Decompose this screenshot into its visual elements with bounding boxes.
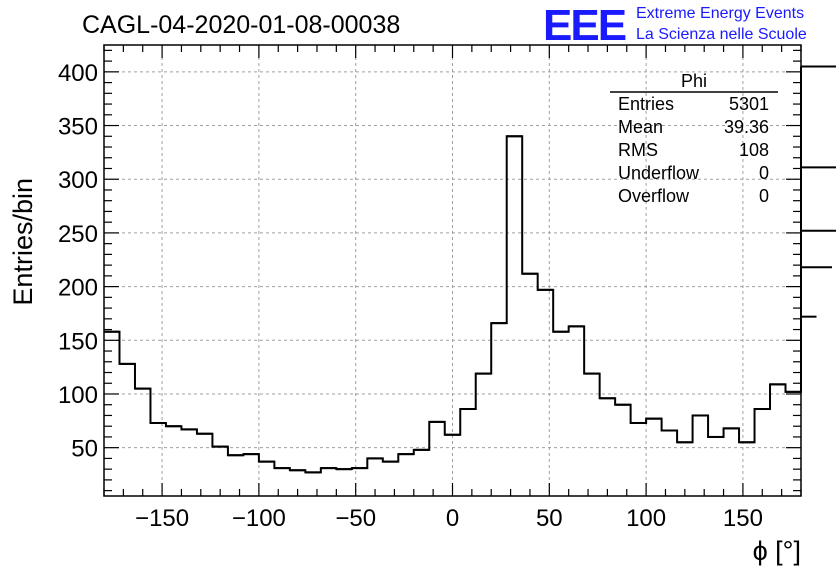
logo-line-2: La Scienza nelle Scuole [636, 26, 807, 43]
eee-logo: EEE Extreme Energy Events La Scienza nel… [543, 1, 807, 50]
stats-row-value: 39.36 [724, 117, 769, 137]
stats-rows: Entries 5301 Mean 39.36 RMS 108 Underflow 0 Over… [618, 94, 769, 206]
stats-row-value: 0 [759, 186, 769, 206]
x-tick-label: −100 [232, 505, 286, 532]
histogram-outline [104, 66, 802, 474]
y-tick-label: 150 [58, 328, 98, 355]
chart-title: CAGL-04-2020-01-08-00038 [82, 11, 400, 39]
x-tick-label: 100 [626, 505, 666, 532]
stats-row-label: RMS [618, 140, 658, 160]
stats-row-label: Entries [618, 94, 674, 114]
stats-title: Phi [681, 71, 707, 91]
x-tick-label: 0 [446, 505, 459, 532]
stats-row-value: 0 [759, 163, 769, 183]
stats-row-label: Underflow [618, 163, 700, 183]
y-tick-label: 100 [58, 382, 98, 409]
x-tick-label: −150 [135, 505, 189, 532]
y-tick-label: 250 [58, 221, 98, 248]
grid [104, 45, 801, 496]
stats-row-value: 5301 [729, 94, 769, 114]
tick-labels: −150 −100 −50 0 50 100 150 50 100 150 200 250 300 350… [58, 60, 763, 532]
axis-ticks [103, 45, 802, 496]
y-tick-label: 300 [58, 167, 98, 194]
x-axis-title: ϕ [°] [753, 536, 801, 566]
stats-row-label: Mean [618, 117, 663, 137]
logo-mark: EEE [543, 1, 626, 50]
y-tick-label: 400 [58, 60, 98, 87]
y-tick-label: 50 [71, 436, 98, 463]
x-tick-label: −50 [335, 505, 376, 532]
histogram-bins [104, 65, 836, 474]
y-tick-label: 350 [58, 114, 98, 141]
x-tick-label: 150 [723, 505, 763, 532]
x-tick-label: 50 [536, 505, 563, 532]
logo-line-1: Extreme Energy Events [636, 5, 804, 22]
y-tick-label: 200 [58, 275, 98, 302]
stats-box: Phi Entries 5301 Mean 39.36 RMS 108 Underflow 0… [610, 71, 778, 206]
y-axis-title: Entries/bin [8, 178, 38, 306]
stats-row-label: Overflow [618, 186, 690, 206]
stats-row-value: 108 [739, 140, 769, 160]
